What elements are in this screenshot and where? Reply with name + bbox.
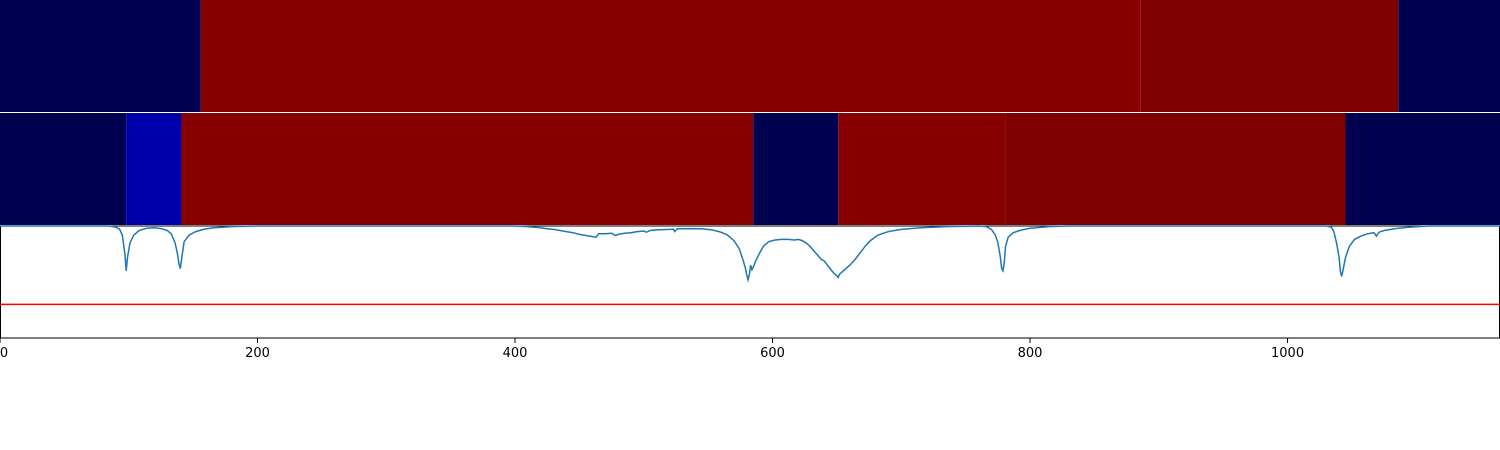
x-tick-label-3: 600 <box>760 346 785 361</box>
track-2-segment-0 <box>0 113 127 225</box>
heatmap-track-2 <box>0 113 1500 225</box>
x-tick-label-5: 1000 <box>1271 346 1304 361</box>
x-tick-label-0: 0 <box>0 346 8 361</box>
track-2-segment-1 <box>126 113 182 225</box>
track-2-segment-4 <box>838 113 1006 225</box>
track-1-segment-0 <box>0 0 201 112</box>
x-tick-label-2: 400 <box>503 346 528 361</box>
line-panel-frame <box>0 225 1500 339</box>
line-panel <box>0 225 1500 339</box>
track-2-segment-2 <box>181 113 754 225</box>
heatmap-track-1 <box>0 0 1500 112</box>
x-tick-label-1: 200 <box>245 346 270 361</box>
track-2-segment-5 <box>1005 113 1346 225</box>
track-1-segment-1 <box>200 0 1141 112</box>
track-2-segment-3 <box>753 113 839 225</box>
track-1-segment-2 <box>1140 0 1399 112</box>
series-line <box>0 225 1500 283</box>
track-1-segment-3 <box>1398 0 1500 112</box>
x-axis: 0 200 400 600 800 1000 <box>0 338 1304 361</box>
track-2-segment-6 <box>1345 113 1500 225</box>
x-tick-label-4: 800 <box>1018 346 1043 361</box>
